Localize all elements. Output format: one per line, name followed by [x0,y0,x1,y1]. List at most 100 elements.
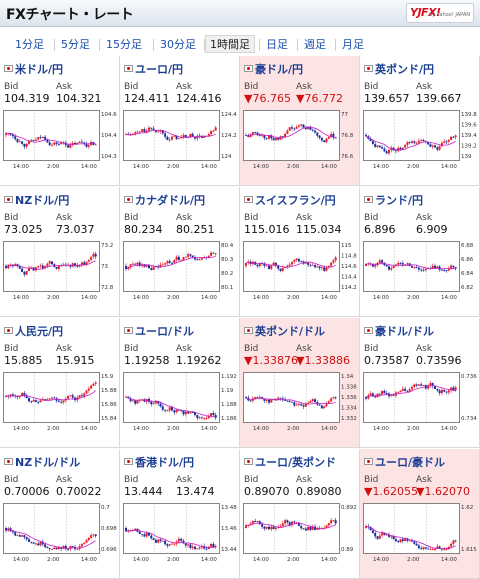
bid-value: ▼1.33876 [244,354,298,367]
candle-body [44,399,47,400]
candle-body [288,264,291,266]
candle-body [440,389,443,394]
candle-body [187,544,190,546]
pair-name[interactable]: NZドル/ドル [4,454,80,470]
tab-timeframe-4[interactable]: 1時間足 [205,35,255,53]
pair-name[interactable]: 米ドル/円 [4,61,63,77]
mini-candle-chart[interactable]: 0.892 0.89 14:00 2:00 14:00 [243,503,357,569]
mini-candle-chart[interactable]: 1.192 1.19 1.188 1.186 14:00 2:00 14:00 [123,372,237,438]
tab-timeframe-6[interactable]: 週足 [304,38,326,51]
candle-body [265,399,268,401]
pair-name[interactable]: ランド/円 [364,192,423,208]
x-tick-label: 14:00 [13,557,29,563]
pair-name[interactable]: 英ポンド/ドル [244,323,325,339]
candle-body [53,397,56,399]
pair-name[interactable]: カナダドル/円 [124,192,205,208]
candle-body [41,541,44,545]
pair-name[interactable]: ユーロ/ドル [124,323,194,339]
pair-name[interactable]: 人民元/円 [4,323,63,339]
pair-card[interactable]: 英ポンド/円 Bid Ask 139.657 139.667 139.8 139.6 139.… [360,56,480,186]
candle-body [390,147,393,150]
pair-card[interactable]: 英ポンド/ドル Bid Ask ▼1.33876 ▼1.33886 1.34 1.338 1.… [240,318,360,448]
pair-card[interactable]: 豪ドル/ドル Bid Ask 0.73587 0.73596 0.736 0.734 14:0… [360,318,480,448]
bid-label: Bid [364,475,379,485]
candle-body [189,412,192,414]
pair-name[interactable]: NZドル/円 [4,192,69,208]
x-tick-label: 2:00 [47,164,60,170]
tab-separator [335,39,336,51]
pair-name[interactable]: スイスフラン/円 [244,192,336,208]
tab-timeframe-0[interactable]: 1分足 [15,38,44,51]
ask-label: Ask [296,344,313,354]
mini-candle-chart[interactable]: 13.48 13.46 13.44 14:00 2:00 14:00 [123,503,237,569]
mini-candle-chart[interactable]: 1.62 1.615 14:00 2:00 14:00 [363,503,477,569]
pair-name[interactable]: ユーロ/円 [124,61,183,77]
mini-candle-chart[interactable]: 139.8 139.6 139.4 139.2 139 14:00 2:00 14:00 [363,110,477,176]
candle-body [168,407,171,411]
mini-candle-chart[interactable]: 0.7 0.698 0.696 14:00 2:00 14:00 [3,503,117,569]
pair-card[interactable]: 人民元/円 Bid Ask 15.885 15.915 15.9 15.88 15.86 15.… [0,318,120,448]
tab-timeframe-1[interactable]: 5分足 [61,38,90,51]
mini-candle-chart[interactable]: 115 114.8 114.6 114.4 114.2 14:00 2:00 14:00 [243,241,357,307]
y-tick-label: 139.2 [461,144,477,150]
pair-name[interactable]: 豪ドル/円 [244,61,303,77]
candle-body [417,545,420,549]
yjfx-logo[interactable]: YJFX! by Yahoo! JAPAN [406,3,474,23]
candle-body [125,266,127,270]
candle-body [85,390,88,394]
tab-timeframe-7[interactable]: 月足 [342,38,364,51]
candle-body [251,521,254,524]
bid-label: Bid [244,475,259,485]
y-tick-label: 104.6 [101,112,117,118]
candle-body [67,145,70,148]
mini-candle-chart[interactable]: 1.34 1.338 1.336 1.334 1.332 14:00 2:00 14:00 [243,372,357,438]
candle-body [196,415,199,418]
candle-body [125,396,127,398]
pair-card[interactable]: 米ドル/円 Bid Ask 104.319 104.321 104.6 104.4 104.3… [0,56,120,186]
mini-candle-chart[interactable]: 104.6 104.4 104.3 14:00 2:00 14:00 [3,110,117,176]
candle-body [427,141,430,145]
candle-body [314,264,316,268]
mini-candle-chart[interactable]: 124.4 124.2 124 14:00 2:00 14:00 [123,110,237,176]
candle-body [268,265,270,269]
mini-candle-chart[interactable]: 80.4 80.3 80.2 80.1 14:00 2:00 14:00 [123,241,237,307]
candle-body [297,404,300,405]
candle-body [388,393,390,397]
tab-timeframe-3[interactable]: 30分足 [160,38,196,51]
mini-candle-chart[interactable]: 6.88 6.86 6.84 6.82 14:00 2:00 14:00 [363,241,477,307]
pair-name[interactable]: 香港ドル/円 [124,454,194,470]
candle-body [154,401,157,404]
pair-name[interactable]: ユーロ/豪ドル [364,454,445,470]
candle-body [376,145,379,147]
pair-card[interactable]: ユーロ/ドル Bid Ask 1.19258 1.19262 1.192 1.19 1.188… [120,318,240,448]
pair-card[interactable]: ランド/円 Bid Ask 6.896 6.909 6.88 6.86 6.84 6.82 14:… [360,187,480,317]
pair-name-text: 人民元/円 [15,325,64,338]
candle-body [302,528,305,530]
candle-body [399,147,402,150]
pair-card[interactable]: NZドル/円 Bid Ask 73.025 73.037 73.2 73 72.8 14:00 2… [0,187,120,317]
pair-card[interactable]: ユーロ/円 Bid Ask 124.411 124.416 124.4 124.2 124 14… [120,56,240,186]
pair-card[interactable]: スイスフラン/円 Bid Ask 115.016 115.034 115 114.8 114.… [240,187,360,317]
candle-body [295,126,298,129]
mini-candle-chart[interactable]: 0.736 0.734 14:00 2:00 14:00 [363,372,477,438]
pair-card[interactable]: ユーロ/英ポンド Bid Ask 0.89070 0.89080 0.892 0.89 14:… [240,449,360,579]
mini-candle-chart[interactable]: 15.9 15.88 15.86 15.84 14:00 2:00 14:00 [3,372,117,438]
pair-card[interactable]: カナダドル/円 Bid Ask 80.234 80.251 80.4 80.3 80.2 80.… [120,187,240,317]
pair-card[interactable]: 豪ドル/円 Bid Ask ▼76.765 ▼76.772 77 76.8 76.6 14:00… [240,56,360,186]
mini-candle-chart[interactable]: 77 76.8 76.6 14:00 2:00 14:00 [243,110,357,176]
tab-timeframe-2[interactable]: 15分足 [106,38,142,51]
tab-timeframe-5[interactable]: 日足 [266,38,288,51]
mini-candle-chart[interactable]: 73.2 73 72.8 14:00 2:00 14:00 [3,241,117,307]
tab-separator [99,39,100,51]
pair-name[interactable]: 英ポンド/円 [364,61,434,77]
candle-body [200,417,203,419]
candle-body [286,520,289,523]
pair-card[interactable]: 香港ドル/円 Bid Ask 13.444 13.474 13.48 13.46 13.44 1… [120,449,240,579]
pair-name[interactable]: ユーロ/英ポンド [244,454,336,470]
candle-body [406,263,409,265]
pair-card[interactable]: NZドル/ドル Bid Ask 0.70006 0.70022 0.7 0.698 0.696… [0,449,120,579]
candle-body [53,142,56,145]
pair-name[interactable]: 豪ドル/ドル [364,323,434,339]
ask-value: 115.034 [296,223,342,236]
pair-card[interactable]: ユーロ/豪ドル Bid Ask ▼1.62055 ▼1.62070 1.62 1.615 14… [360,449,480,579]
